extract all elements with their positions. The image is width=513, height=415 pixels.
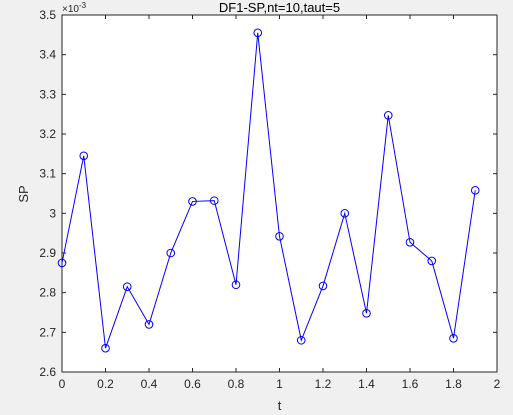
y-tick-label: 3.4: [39, 48, 56, 62]
y-tick-label: 3: [49, 206, 56, 220]
data-point: [101, 343, 110, 353]
y-axis-exponent-base: ×10: [62, 4, 79, 15]
x-tick-label: 2: [494, 377, 501, 391]
y-tick-label: 2.9: [39, 246, 56, 260]
x-tick-label: 1.6: [402, 377, 419, 391]
data-point: [79, 151, 89, 161]
x-tick-label: 0.4: [141, 377, 158, 391]
y-axis-label: SP: [16, 185, 31, 202]
data-point: [427, 256, 437, 266]
chart-title: DF1-SP,nt=10,taut=5: [219, 0, 340, 15]
series-group: [57, 28, 480, 353]
data-point: [57, 258, 67, 268]
data-point: [340, 209, 350, 218]
data-point: [449, 333, 458, 343]
x-tick-label: 0.2: [97, 377, 114, 391]
x-axis-ticks: 0 0.2 0.4 0.6 0.8 1 1.2 1.4 1.6 1.8 2: [59, 15, 501, 391]
x-tick-label: 0: [59, 377, 66, 391]
y-tick-label: 2.7: [39, 325, 56, 339]
data-point: [405, 237, 415, 247]
x-tick-label: 1.4: [358, 377, 375, 391]
x-tick-label: 1.2: [315, 377, 332, 391]
x-tick-label: 0.8: [228, 377, 245, 391]
data-point: [166, 248, 176, 258]
data-point: [318, 281, 328, 291]
y-tick-label: 3.5: [39, 8, 56, 22]
y-axis-exponent: ×10-3: [62, 1, 87, 15]
data-point: [362, 308, 371, 318]
data-point: [470, 186, 480, 195]
series-line: [61, 32, 476, 349]
data-point: [296, 335, 306, 345]
data-point: [383, 111, 393, 120]
x-axis-label: t: [278, 398, 282, 413]
data-point: [188, 197, 197, 206]
data-point: [231, 280, 241, 290]
y-tick-label: 3.1: [39, 167, 56, 181]
y-tick-label: 2.6: [39, 365, 56, 379]
y-tick-label: 3.2: [39, 127, 56, 141]
y-tick-label: 2.8: [39, 286, 56, 300]
x-tick-label: 1: [276, 377, 283, 391]
data-point: [144, 320, 154, 329]
plot-area: [61, 14, 498, 373]
y-axis-exponent-power: -3: [79, 1, 87, 10]
data-point: [253, 28, 263, 38]
y-tick-label: 3.3: [39, 87, 56, 101]
data-point: [209, 196, 219, 205]
x-tick-label: 0.6: [184, 377, 201, 391]
y-axis-ticks: 2.6 2.7 2.8 2.9 3 3.1 3.2 3.3 3.4 3.5: [39, 8, 497, 379]
x-tick-label: 1.8: [445, 377, 462, 391]
data-point: [122, 282, 132, 292]
data-point: [275, 232, 284, 241]
